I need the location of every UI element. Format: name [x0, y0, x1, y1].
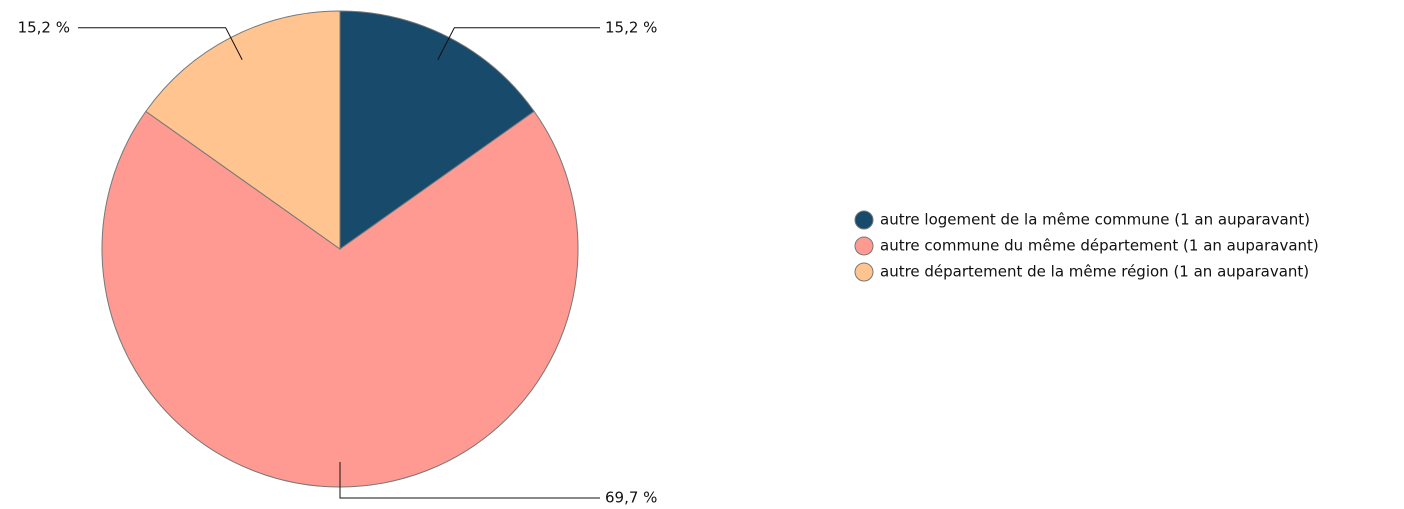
- leader-line: [78, 27, 243, 61]
- legend-marker: [854, 236, 874, 256]
- data-label: 69,7 %: [605, 489, 657, 507]
- legend-label: autre commune du même département (1 an …: [880, 237, 1319, 255]
- leader-line: [339, 462, 600, 499]
- data-label: 15,2 %: [605, 18, 657, 36]
- legend-marker: [854, 262, 874, 282]
- legend-label: autre logement de la même commune (1 an …: [880, 211, 1310, 229]
- legend-marker: [854, 210, 874, 230]
- legend-label: autre département de la même région (1 a…: [880, 263, 1309, 281]
- data-label: 15,2 %: [18, 18, 70, 36]
- leader-line: [437, 27, 600, 61]
